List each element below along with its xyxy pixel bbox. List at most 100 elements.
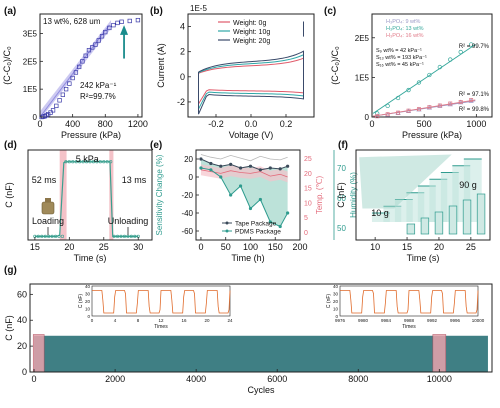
x-tick-label: 25 — [466, 242, 476, 252]
data-point — [129, 234, 133, 238]
data-point — [60, 92, 65, 97]
y-tick-label: 2 — [180, 47, 185, 57]
panel-letter: (b) — [150, 6, 163, 17]
fall-time-label: 13 ms — [122, 175, 147, 185]
y-tick-label: 20 — [184, 155, 193, 164]
inset-right-x-tick-label: 9988 — [404, 318, 415, 323]
pulse-bar — [462, 199, 472, 235]
pulse-bar — [476, 193, 486, 235]
response-line — [34, 161, 139, 237]
x-tick-label: 0.0 — [245, 119, 258, 129]
data-point — [199, 166, 203, 170]
data-point — [95, 160, 99, 164]
data-point — [112, 234, 116, 238]
step-fill — [371, 213, 390, 222]
sensitivity-label: S₁₃ wt% = 193 kPa⁻¹ — [376, 55, 427, 61]
data-point — [278, 224, 282, 229]
inset-right-x-tick-label: 9984 — [381, 318, 392, 323]
x-tick-label: -0.2 — [208, 119, 224, 129]
y-tick-label: 0 — [189, 173, 194, 182]
legend-label: Weight: 10g — [233, 29, 270, 36]
humidity-tick-label: 60 — [337, 194, 346, 203]
data-point — [375, 114, 380, 119]
panel-letter: (f) — [338, 140, 348, 151]
data-point — [248, 164, 253, 168]
inset-left-y-tick-label: 30 — [85, 292, 91, 297]
data-point — [78, 160, 82, 164]
data-point — [81, 160, 85, 164]
sensitivity-label: S₉ wt% = 42 kPa⁻¹ — [376, 48, 422, 54]
scale-note: 1E-5 — [190, 4, 207, 13]
data-point — [63, 87, 69, 92]
data-point — [103, 29, 108, 35]
x-tick-label: 8000 — [348, 374, 368, 384]
data-point — [248, 206, 253, 211]
data-point — [73, 70, 79, 75]
x-tick-label: 0 — [37, 119, 42, 129]
temp-tick-label: 0 — [304, 230, 308, 237]
data-point — [50, 234, 54, 238]
y-tick-label: -20 — [181, 191, 193, 200]
legend-label: H₃PO₄: 13 wt% — [386, 26, 424, 32]
pulse-bar — [420, 217, 430, 235]
plot-frame — [39, 13, 143, 118]
y-axis-label: C (nF) — [4, 182, 14, 208]
inset-left-x-tick-label: 12 — [158, 318, 164, 323]
x-tick-label: 0 — [198, 242, 203, 252]
data-point — [77, 64, 82, 70]
data-point — [417, 107, 421, 112]
data-point — [385, 112, 390, 117]
annotation-condition: 13 wt%, 628 um — [43, 17, 101, 26]
data-point — [57, 234, 61, 238]
y-tick-label: 0 — [180, 72, 185, 82]
data-point — [468, 42, 474, 47]
inset-left-x-axis-label: Times — [154, 324, 168, 330]
y-tick-label: 60 — [17, 289, 27, 299]
data-point — [99, 34, 105, 39]
rise-highlight — [59, 150, 67, 240]
data-point — [57, 98, 62, 103]
data-point — [47, 234, 51, 238]
data-point — [209, 168, 213, 172]
x-tick-label: 0 — [32, 374, 37, 384]
data-point — [119, 19, 124, 24]
temp-axis-label: Temp. (℃) — [315, 176, 324, 215]
x-tick-label: 200 — [292, 242, 307, 252]
x-tick-label: 20 — [64, 242, 74, 252]
data-point — [135, 17, 141, 23]
data-point — [238, 166, 243, 170]
weight-icon — [41, 201, 55, 215]
humidity-axis-label: Humidity (%) — [349, 172, 358, 218]
data-point — [258, 197, 262, 202]
temp-tick-label: 10 — [304, 200, 312, 207]
inset-right-y-tick-label: 20 — [333, 299, 339, 304]
x-axis-label: Pressure (kPa) — [61, 130, 121, 140]
data-point — [67, 160, 71, 164]
x-axis-label: Cycles — [247, 385, 275, 395]
high-weight-label: 90 g — [459, 180, 477, 190]
legend-label: Weight: 20g — [233, 38, 270, 45]
annotation-sensitivity: 242 kPa⁻¹ — [80, 81, 117, 90]
y-tick-label: 2E5 — [355, 34, 370, 43]
data-point — [229, 193, 233, 197]
x-tick-label: 100 — [243, 242, 258, 252]
panel-letter: (a) — [4, 6, 16, 17]
legend-marker — [225, 221, 229, 225]
data-point — [115, 234, 120, 238]
inset-left-y-axis-label: C (nF) — [78, 294, 84, 309]
pulse-bar — [448, 205, 458, 235]
inset-left-x-tick-label: 20 — [204, 318, 210, 323]
y-axis-label: Sensitivity Change (%) — [155, 154, 164, 235]
inset-left-x-tick-label: 8 — [137, 318, 140, 323]
data-point — [43, 234, 47, 238]
data-point — [199, 157, 203, 161]
x-tick-label: 500 — [417, 119, 432, 129]
inset-right-x-tick-label: 9996 — [450, 318, 461, 323]
inset-left-line — [92, 290, 231, 314]
y-tick-label: 40 — [17, 315, 27, 325]
temp-tick-label: 25 — [304, 156, 312, 163]
data-point — [406, 108, 411, 113]
data-point — [105, 160, 109, 164]
data-point — [48, 110, 53, 115]
x-tick-label: 6000 — [267, 374, 287, 384]
